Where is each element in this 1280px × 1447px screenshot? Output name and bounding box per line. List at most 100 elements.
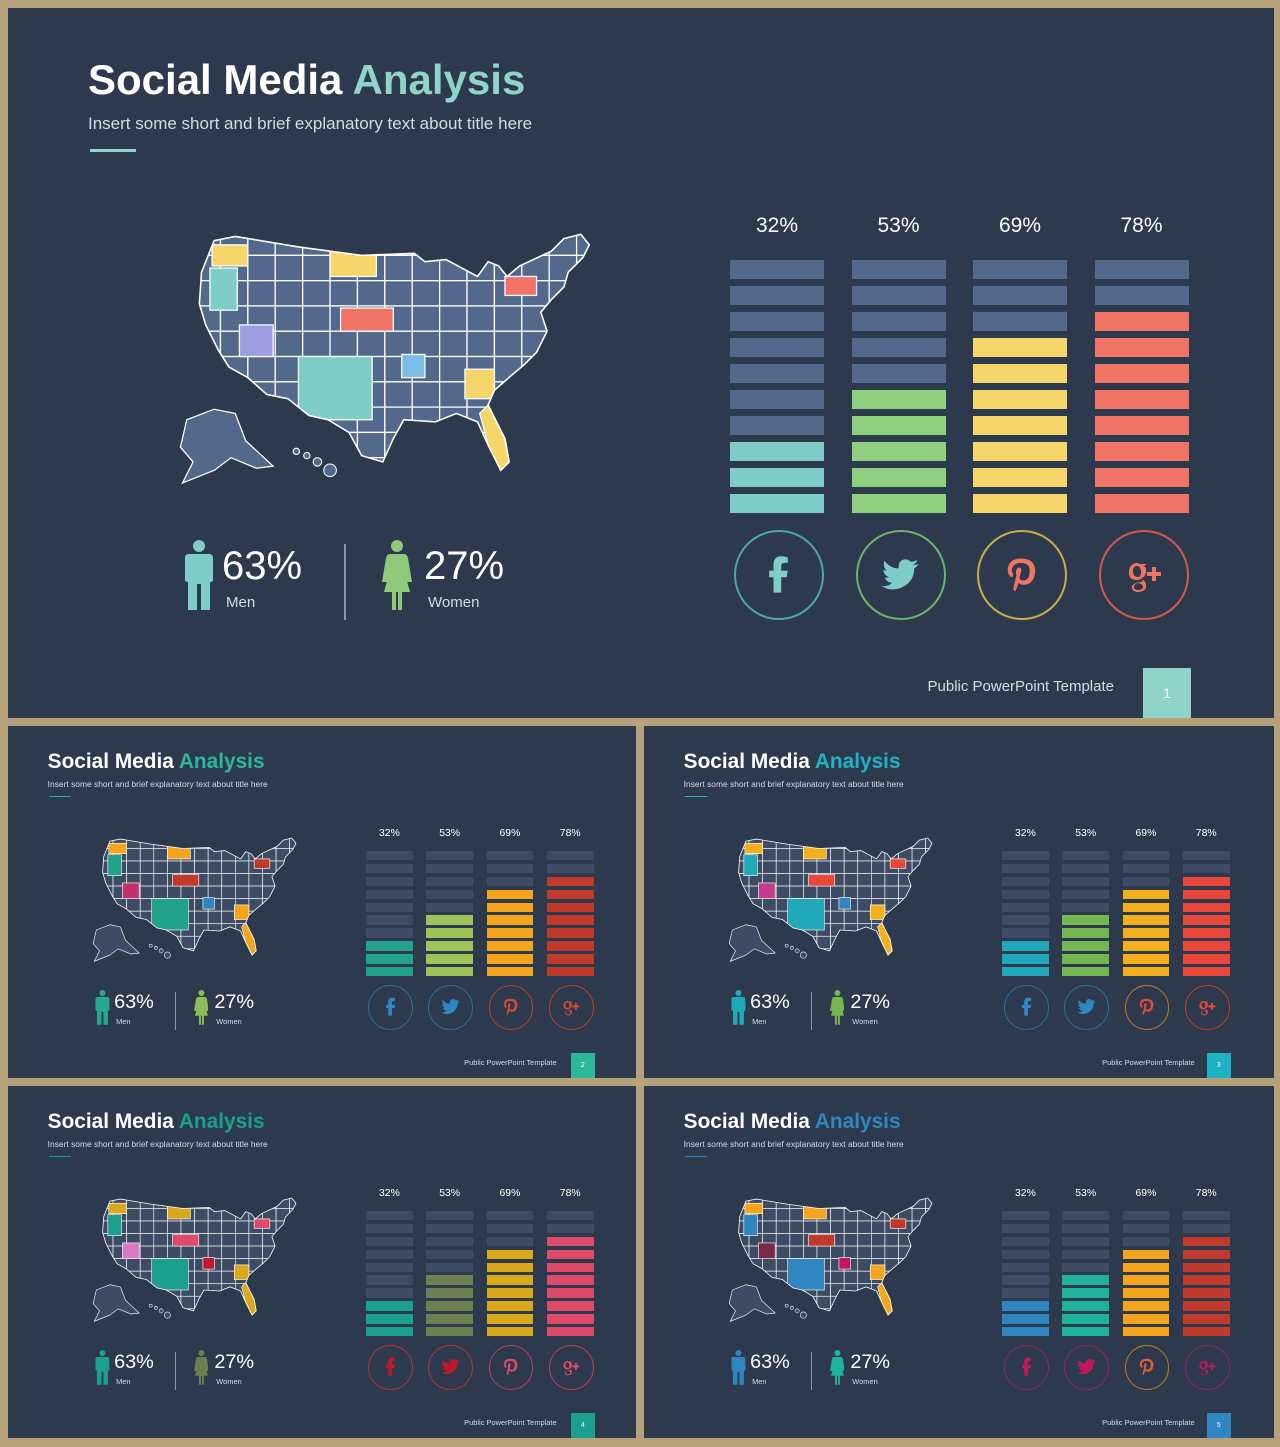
facebook-button[interactable] (1004, 984, 1049, 1030)
state-georgia (464, 368, 496, 400)
stat-divider (174, 1351, 176, 1390)
facebook-button[interactable] (368, 1344, 413, 1390)
women-percent: 27% (214, 1350, 254, 1373)
women-label: Women (852, 1016, 878, 1026)
bar-segment-filled (1122, 1275, 1170, 1285)
women-percent: 27% (850, 1350, 890, 1373)
bar-segment-filled (366, 967, 413, 977)
bar-segment-filled (1182, 1288, 1230, 1298)
segment-bar-chart: 32% 53% 69% 78% (1002, 828, 1230, 977)
slide-3[interactable]: Social Media Analysis Insert some short a… (644, 726, 1274, 1078)
bar-segment-filled (486, 967, 534, 977)
state-georgia (234, 1264, 250, 1281)
bar-segment-empty (426, 1236, 473, 1247)
bar-segment-empty (1062, 1236, 1109, 1247)
facebook-button[interactable] (368, 984, 413, 1030)
segment-bar-chart: 32% 53% 69% 78% (1002, 1188, 1230, 1337)
bar-column: 32% (366, 828, 413, 977)
twitter-icon (440, 1356, 462, 1378)
bar-segment-filled (486, 1288, 534, 1298)
men-label: Men (116, 1016, 131, 1026)
bar-value-label: 32% (379, 828, 400, 840)
bar-segment-empty (1062, 1249, 1109, 1260)
google-plus-button[interactable] (1184, 984, 1230, 1030)
facebook-button[interactable] (734, 530, 824, 620)
bar-segment-filled (426, 928, 473, 938)
state-arkansas (202, 1257, 216, 1270)
slide-2[interactable]: Social Media Analysis Insert some short a… (8, 726, 636, 1078)
pinterest-button[interactable] (977, 530, 1067, 620)
twitter-button[interactable] (428, 1344, 473, 1390)
bar-segment-filled (1182, 1314, 1230, 1324)
bar-segment-filled (1182, 967, 1230, 977)
state-texas (297, 355, 373, 421)
women-stat: 27% Women (829, 989, 890, 1026)
bar-column: 53% (426, 1188, 473, 1337)
bar-value-label: 69% (499, 1188, 521, 1200)
men-stat: 63% Men (731, 989, 790, 1026)
stat-divider (810, 1351, 812, 1390)
bar-segment-empty (1002, 915, 1049, 925)
bar-segment-filled (1002, 941, 1049, 951)
bar-segment-filled (486, 1301, 534, 1311)
twitter-button[interactable] (855, 530, 946, 620)
slide-1[interactable]: Social Media Analysis Insert some short a… (8, 8, 1274, 718)
bar-segment-filled (1062, 1288, 1109, 1298)
google-plus-button[interactable] (548, 1344, 594, 1390)
twitter-icon (1076, 1356, 1098, 1378)
state-georgia (870, 1264, 886, 1281)
bar-segment-filled (1094, 312, 1189, 331)
bar-segment-filled (1002, 954, 1049, 964)
bar-segment-filled (426, 1314, 473, 1324)
pinterest-button[interactable] (1124, 1344, 1170, 1390)
bar-segment-filled (1062, 1275, 1109, 1285)
page-number: 4 (570, 1413, 595, 1438)
bar-segment-filled (546, 1249, 594, 1260)
slide-5[interactable]: Social Media Analysis Insert some short a… (644, 1086, 1274, 1438)
pinterest-button[interactable] (488, 984, 534, 1030)
state-oregon (108, 1203, 128, 1215)
segment-bar-chart: 32% 53% 69% 78% (730, 214, 1190, 514)
twitter-button[interactable] (428, 984, 473, 1030)
state-alaska (93, 924, 141, 963)
bar-segment-filled (426, 1301, 473, 1311)
google-plus-button[interactable] (548, 984, 594, 1030)
bar-segment-filled (973, 468, 1067, 487)
bar-segment-empty (426, 863, 473, 874)
woman-icon (382, 540, 412, 612)
state-texas (787, 1258, 825, 1291)
twitter-button[interactable] (1064, 1344, 1109, 1390)
footer-text: Public PowerPoint Template (1102, 1058, 1195, 1068)
bar-segment-empty (1094, 260, 1189, 279)
bar-segment-empty (1002, 1236, 1049, 1247)
google-plus-button[interactable] (1098, 530, 1189, 620)
bar-segment-filled (1122, 941, 1170, 951)
facebook-icon (380, 1356, 402, 1378)
men-percent: 63% (114, 1350, 154, 1373)
bar-segment-filled (973, 338, 1067, 357)
state-kansas (808, 1234, 836, 1247)
bar-segment-filled (1182, 1275, 1230, 1285)
bar-segment-empty (730, 390, 824, 409)
bar-segment-filled (486, 941, 534, 951)
bar-segment-empty (1002, 1223, 1049, 1234)
twitter-icon (879, 553, 923, 597)
men-stat: 63% Men (95, 1349, 154, 1386)
men-percent: 63% (750, 990, 790, 1013)
state-arizona (758, 882, 776, 900)
slide-4[interactable]: Social Media Analysis Insert some short a… (8, 1086, 636, 1438)
pinterest-button[interactable] (488, 1344, 534, 1390)
bar-segment-empty (366, 1275, 413, 1285)
twitter-button[interactable] (1064, 984, 1109, 1030)
bar-segment-empty (366, 1210, 413, 1221)
google-plus-button[interactable] (1184, 1344, 1230, 1390)
page-number: 2 (570, 1053, 595, 1078)
facebook-button[interactable] (1004, 1344, 1049, 1390)
bar-segment-filled (426, 967, 473, 977)
bar-segment-filled (426, 941, 473, 951)
facebook-icon (757, 553, 801, 597)
bar-segment-empty (486, 1236, 534, 1247)
bar-column: 32% (1002, 828, 1049, 977)
pinterest-button[interactable] (1124, 984, 1170, 1030)
bar-segment-filled (1122, 902, 1170, 912)
